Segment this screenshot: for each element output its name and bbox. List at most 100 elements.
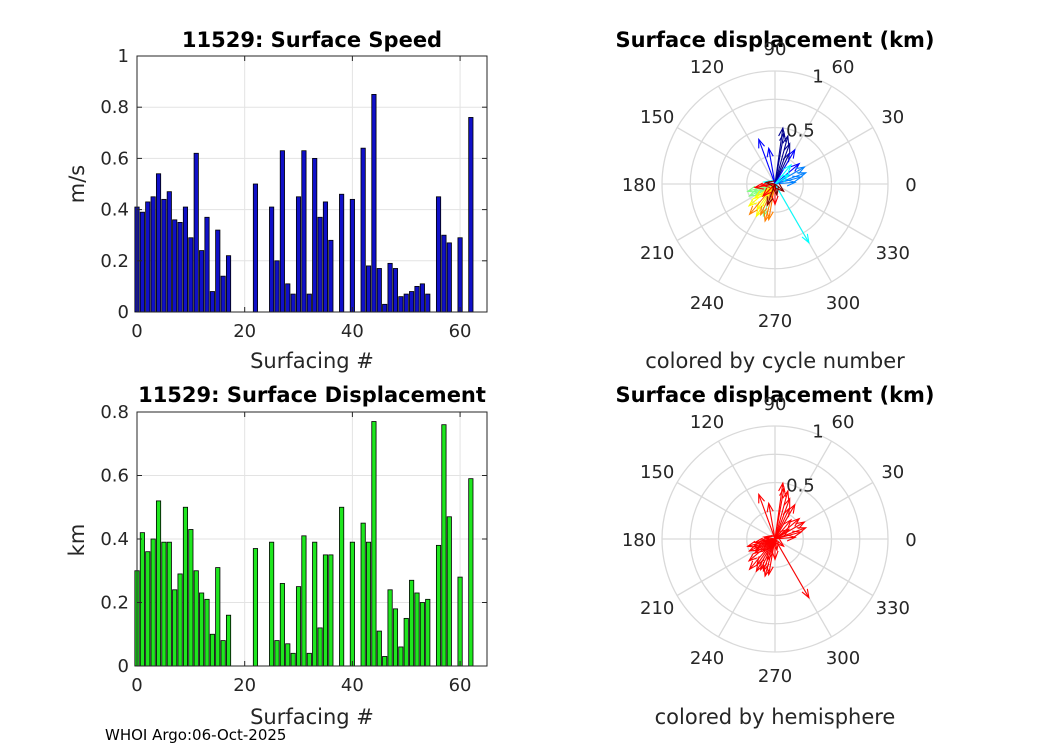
bar bbox=[403, 293, 409, 313]
displacement-vector bbox=[761, 183, 776, 186]
bar bbox=[155, 173, 162, 313]
vector-arrowhead bbox=[758, 492, 765, 504]
vector-arrowhead bbox=[787, 503, 796, 514]
vector-arrowhead bbox=[747, 197, 758, 207]
bar bbox=[441, 234, 447, 313]
displacement-vector bbox=[774, 132, 785, 185]
angle-label: 120 bbox=[690, 57, 724, 78]
displacement-vector bbox=[774, 519, 792, 540]
bar bbox=[392, 608, 399, 667]
x-tick-label: 20 bbox=[233, 675, 256, 696]
bar bbox=[414, 592, 420, 667]
x-tick-label: 0 bbox=[131, 321, 142, 342]
bar bbox=[274, 260, 280, 313]
bar bbox=[322, 201, 329, 313]
bar bbox=[279, 583, 285, 667]
bar bbox=[177, 221, 183, 313]
bar bbox=[403, 617, 409, 667]
y-tick-label: 0.2 bbox=[100, 251, 129, 272]
bar bbox=[139, 211, 145, 313]
x-tick-label: 20 bbox=[233, 321, 256, 342]
vector-arrowhead bbox=[783, 142, 791, 153]
vector-arrowhead bbox=[786, 179, 797, 187]
angle-label: 300 bbox=[826, 648, 860, 669]
displacement-vector bbox=[749, 538, 776, 570]
displacement-vector bbox=[774, 538, 778, 551]
bar bbox=[349, 541, 355, 667]
displacement-vector bbox=[774, 538, 785, 547]
bar bbox=[425, 598, 431, 667]
bar bbox=[204, 598, 210, 667]
bar bbox=[182, 206, 189, 313]
vector-arrowhead bbox=[759, 205, 768, 217]
displacement-vector bbox=[774, 143, 791, 185]
bar bbox=[392, 268, 399, 313]
speed-chart-ylabel: m/s bbox=[65, 165, 89, 203]
displacement-vector bbox=[766, 183, 776, 206]
speed-chart-xlabel: Surfacing # bbox=[250, 349, 374, 373]
bar bbox=[457, 576, 463, 667]
vector-arrowhead bbox=[795, 166, 806, 175]
displacement-bar-chart: 11529: Surface Displacement Surfacing # … bbox=[65, 383, 488, 729]
polar-spoke bbox=[676, 481, 776, 540]
displacement-vector bbox=[774, 487, 785, 540]
bar bbox=[215, 229, 221, 313]
angle-label: 270 bbox=[758, 311, 792, 332]
bar bbox=[365, 541, 372, 667]
displacement-vector bbox=[758, 494, 776, 540]
polar-spoke bbox=[717, 85, 776, 185]
bar bbox=[409, 579, 415, 667]
bar bbox=[425, 293, 431, 313]
vector-arrowhead bbox=[747, 544, 759, 552]
displacement-vector bbox=[749, 183, 776, 215]
bar bbox=[382, 656, 388, 667]
bar bbox=[387, 589, 393, 667]
bar bbox=[446, 242, 452, 313]
axes-frame bbox=[136, 55, 488, 313]
bar bbox=[306, 293, 312, 313]
vector-arrowhead bbox=[764, 180, 776, 188]
vector-arrowhead bbox=[758, 137, 765, 149]
vector-arrowhead bbox=[792, 530, 803, 538]
bar bbox=[339, 193, 345, 313]
bar bbox=[193, 152, 199, 313]
radial-label: 0.5 bbox=[786, 475, 815, 496]
bar bbox=[145, 551, 151, 667]
bar bbox=[382, 303, 388, 313]
polar-cycle-caption: colored by cycle number bbox=[645, 349, 905, 373]
bar bbox=[328, 239, 334, 313]
vector-arrowhead bbox=[786, 534, 797, 542]
displacement-vector bbox=[766, 538, 776, 561]
bar bbox=[398, 296, 404, 313]
bar bbox=[360, 522, 366, 667]
y-tick-label: 0.6 bbox=[100, 466, 129, 487]
bar bbox=[172, 589, 178, 667]
displacement-vector bbox=[774, 149, 796, 185]
bar bbox=[441, 424, 447, 667]
bar bbox=[252, 548, 259, 667]
displacement-vector bbox=[749, 538, 776, 552]
displacement-vector bbox=[774, 504, 796, 540]
angle-label: 180 bbox=[622, 175, 656, 196]
vector-arrowhead bbox=[783, 497, 791, 508]
vector-arrowhead bbox=[753, 182, 764, 190]
bar bbox=[274, 640, 280, 667]
bar bbox=[220, 640, 226, 667]
bar bbox=[328, 554, 334, 667]
y-tick-label: 0.8 bbox=[100, 402, 129, 423]
polar-hemisphere-title: Surface displacement (km) bbox=[615, 383, 934, 407]
bar bbox=[371, 421, 377, 667]
displacement-vector bbox=[774, 490, 789, 540]
angle-label: 300 bbox=[826, 293, 860, 314]
bar bbox=[306, 652, 312, 667]
angle-label: 90 bbox=[764, 394, 787, 415]
bar bbox=[468, 478, 474, 667]
y-tick-label: 0.8 bbox=[100, 97, 129, 118]
speed-chart-title: 11529: Surface Speed bbox=[182, 28, 442, 52]
bar bbox=[225, 255, 232, 313]
polar-hemisphere-chart: Surface displacement (km) colored by hem… bbox=[615, 383, 934, 729]
bar bbox=[150, 538, 156, 667]
bar bbox=[322, 554, 329, 667]
bar bbox=[409, 291, 415, 313]
y-tick-label: 0 bbox=[118, 302, 129, 323]
